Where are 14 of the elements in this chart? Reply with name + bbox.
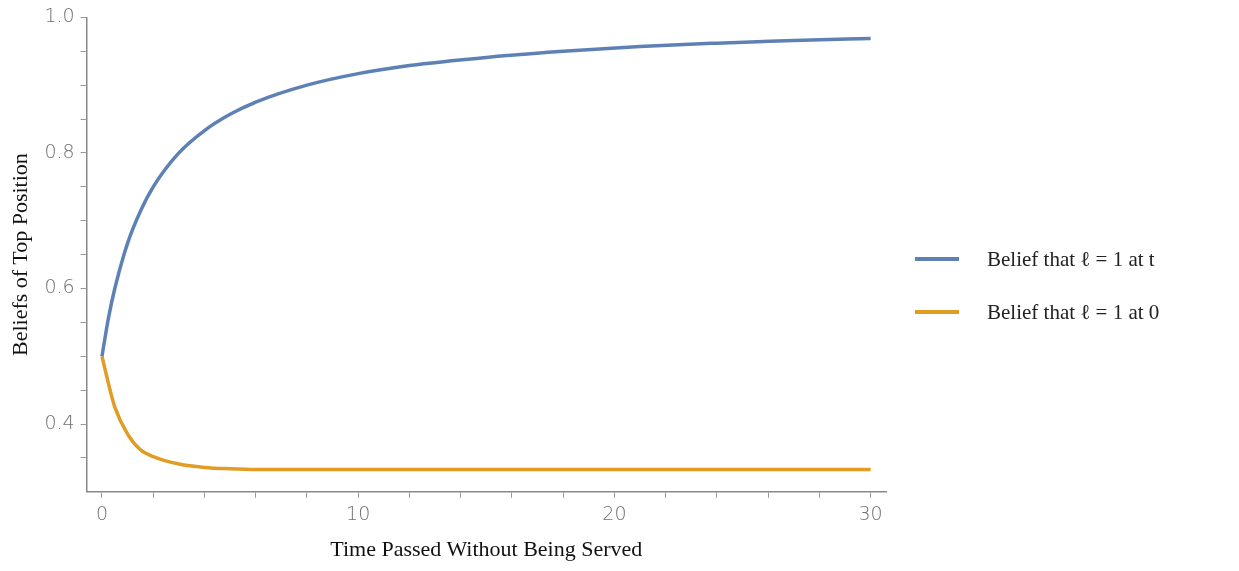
line-series bbox=[100, 36, 873, 359]
line-series bbox=[100, 354, 873, 472]
y-tick-label: 0.8 bbox=[44, 139, 75, 162]
y-tick-label: 0.6 bbox=[44, 275, 75, 298]
x-tick-label: 10 bbox=[346, 502, 371, 525]
x-tick-label: 30 bbox=[858, 502, 883, 525]
legend-label: Belief that ℓ = 1 at t bbox=[987, 246, 1155, 272]
legend-label: Belief that ℓ = 1 at 0 bbox=[987, 299, 1160, 325]
x-tick-label: 0 bbox=[95, 502, 109, 525]
y-axis-title: Beliefs of Top Position bbox=[6, 153, 32, 356]
x-tick-label: 20 bbox=[602, 502, 627, 525]
y-tick-label: 0.4 bbox=[44, 410, 75, 433]
x-axis-title: Time Passed Without Being Served bbox=[330, 535, 643, 561]
y-tick-label: 1.0 bbox=[44, 4, 75, 27]
